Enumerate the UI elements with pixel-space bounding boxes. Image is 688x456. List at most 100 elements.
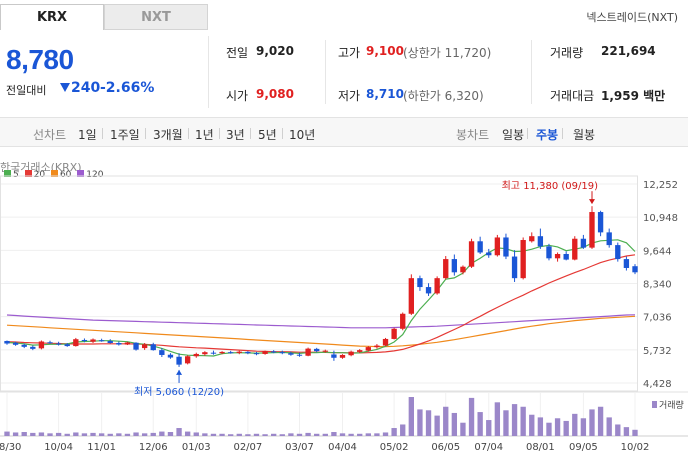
- x-tick-label: 02/07: [233, 442, 262, 453]
- candle-body: [425, 287, 432, 294]
- open-value: 9,080: [256, 87, 294, 101]
- low-label: 저가: [338, 89, 361, 103]
- volume-bar: [288, 433, 294, 436]
- volume-bar: [47, 433, 53, 436]
- volume-bar: [202, 433, 208, 436]
- divider: [531, 40, 532, 104]
- volume-bar: [55, 432, 62, 436]
- period-10y[interactable]: 10년: [289, 128, 316, 142]
- candle-body: [271, 351, 277, 353]
- volume-bar: [38, 432, 45, 436]
- volume-bar: [468, 397, 475, 436]
- candle-body: [245, 351, 251, 354]
- candle-body: [228, 352, 234, 354]
- low-value: 8,710: [366, 87, 404, 101]
- open-label: 시가: [226, 89, 249, 103]
- volume-bar: [245, 434, 251, 436]
- candle-body: [81, 339, 88, 341]
- candle-body: [64, 344, 70, 347]
- candle-body: [90, 339, 96, 342]
- volume-bar: [572, 413, 578, 436]
- y-tick-label: 7,036: [643, 313, 672, 324]
- candle-body: [443, 259, 449, 279]
- change-label: 전일대비: [6, 84, 47, 97]
- low-arrow-icon: [176, 369, 183, 375]
- divider: [219, 128, 220, 139]
- candle-body: [434, 278, 440, 294]
- volume-bar: [322, 433, 328, 436]
- candle-body: [124, 342, 131, 345]
- volume-bar: [253, 433, 260, 436]
- ma-legend: 5 20 60 120: [4, 170, 103, 180]
- volume-bar: [537, 417, 544, 436]
- change-percent: -2.66%: [100, 80, 155, 96]
- candle-body: [632, 266, 638, 273]
- volume-bar: [503, 410, 509, 436]
- volume-legend-swatch: [652, 401, 657, 408]
- volume-bar: [210, 433, 217, 436]
- volume-bar: [443, 406, 449, 436]
- period-1y[interactable]: 1년: [195, 128, 214, 142]
- change-value: 240: [60, 80, 100, 96]
- period-3y[interactable]: 3년: [226, 128, 245, 142]
- volume-bar: [477, 412, 483, 436]
- volume-bar: [520, 406, 526, 436]
- candle-body: [193, 353, 199, 357]
- volume-bar: [116, 433, 122, 436]
- candle-body: [468, 241, 475, 267]
- volume-bar: [511, 404, 518, 436]
- volume-bar: [563, 420, 569, 436]
- volume-bar: [580, 418, 587, 436]
- volume-bar: [408, 397, 414, 436]
- divider: [102, 128, 103, 139]
- high-value: 9,100: [366, 44, 404, 58]
- candle-body: [133, 342, 139, 350]
- volume-bar: [486, 420, 492, 436]
- period-bar: 선차트 1일 1주일 3개월 1년 3년 5년 10년 봉차트 일봉 주봉 월봉: [0, 117, 688, 147]
- candle-body: [537, 236, 544, 247]
- volume-bar: [546, 422, 552, 436]
- candle-body: [176, 356, 182, 365]
- candle-body: [477, 241, 483, 253]
- candle-body: [305, 348, 311, 356]
- y-tick-label: 8,340: [643, 280, 672, 291]
- candle-daily[interactable]: 일봉: [502, 128, 525, 142]
- candle-body: [159, 350, 165, 355]
- candle-body: [150, 344, 156, 351]
- candle-monthly[interactable]: 월봉: [573, 128, 596, 142]
- divider: [527, 128, 528, 139]
- volume-bar: [296, 433, 303, 436]
- candle-body: [546, 246, 552, 259]
- x-tick-label: 11/01: [87, 442, 116, 453]
- upper-limit: (상한가 11,720): [403, 46, 492, 60]
- tab-krx[interactable]: KRX: [0, 4, 104, 30]
- amount-value: 1,959 백만: [601, 89, 666, 103]
- volume-legend-label: 거래량: [659, 399, 684, 411]
- volume-bar: [219, 433, 225, 436]
- x-tick-label: 05/02: [380, 442, 409, 453]
- tab-nxt[interactable]: NXT: [104, 4, 208, 30]
- candle-weekly[interactable]: 주봉: [536, 128, 559, 142]
- lower-limit: (하한가 6,320): [403, 89, 484, 103]
- period-5y[interactable]: 5년: [258, 128, 277, 142]
- candle-body: [73, 339, 79, 347]
- x-tick-label: 08/30: [0, 442, 21, 453]
- divider: [325, 40, 326, 104]
- divider: [562, 128, 563, 139]
- ma60-label: 60: [59, 170, 72, 180]
- volume-bar: [124, 433, 131, 436]
- ma120-swatch: [77, 170, 85, 177]
- x-tick-label: 12/06: [139, 442, 168, 453]
- low-annotation: 최저 5,060 (12/20): [134, 386, 224, 398]
- venue-link[interactable]: 넥스트레이드(NXT): [586, 11, 678, 24]
- candle-body: [98, 340, 105, 342]
- volume-bar: [339, 433, 346, 436]
- volume-bar: [365, 433, 371, 436]
- volume-bar: [193, 432, 199, 436]
- volume-bar: [331, 432, 337, 436]
- period-1w[interactable]: 1주일: [110, 128, 140, 142]
- period-1d[interactable]: 1일: [78, 128, 97, 142]
- period-3m[interactable]: 3개월: [153, 128, 183, 142]
- divider: [188, 128, 189, 139]
